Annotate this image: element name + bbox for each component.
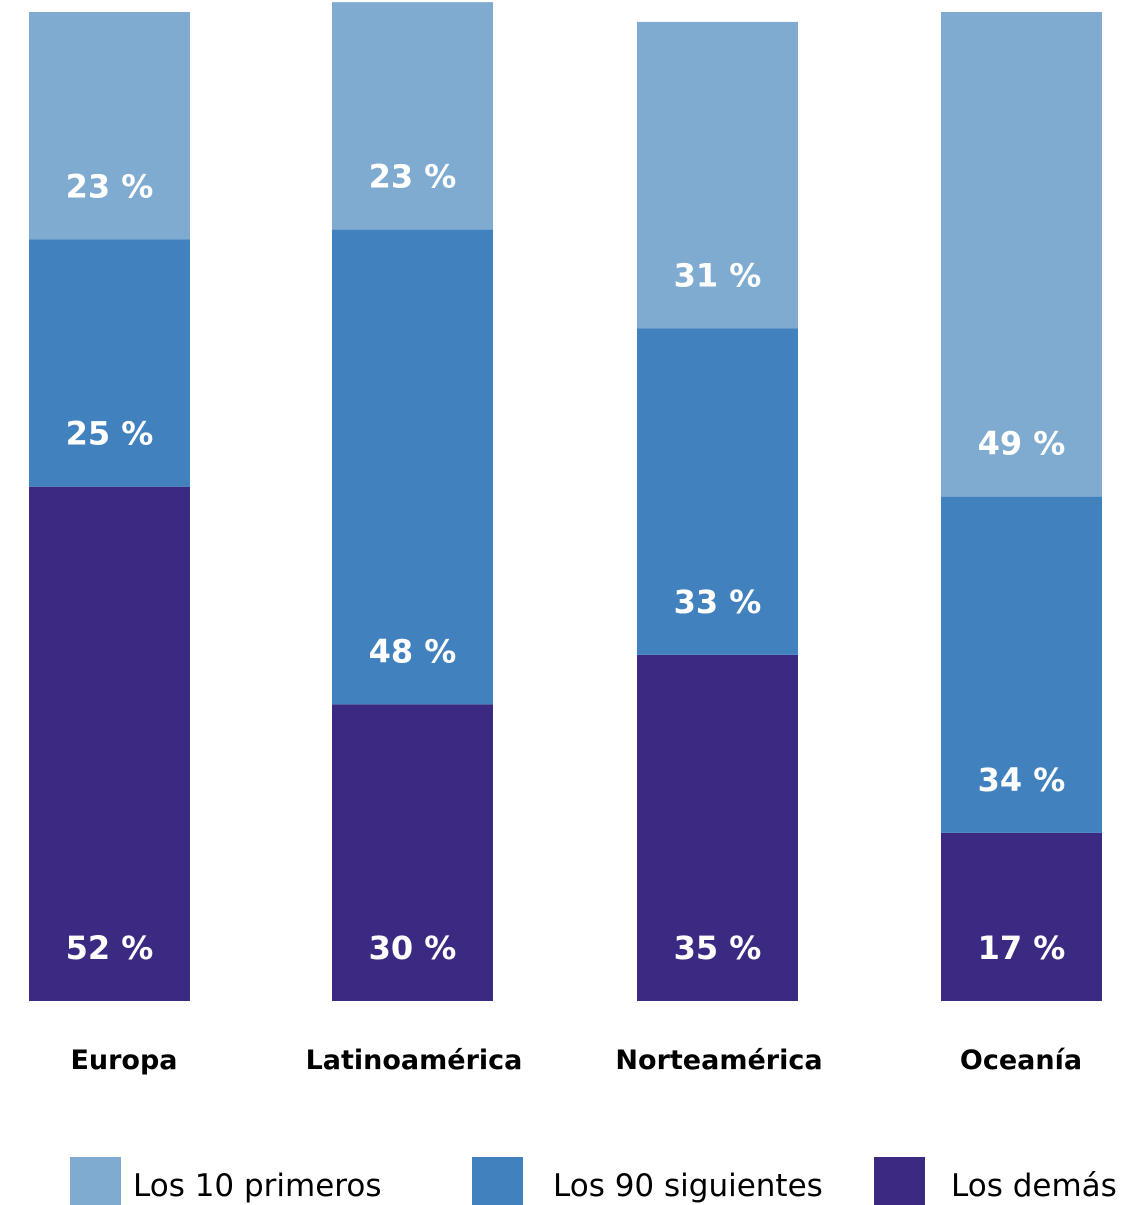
data-label-norteamerica-los-10-primeros: 31 % <box>674 256 762 294</box>
bar-norteamerica-los-90-siguientes <box>637 328 798 655</box>
legend-swatch-los-90-siguientes <box>472 1157 523 1205</box>
legend-label-los-10-primeros: Los 10 primeros <box>133 1168 381 1204</box>
legend-label-los-90-siguientes: Los 90 siguientes <box>553 1168 823 1204</box>
data-label-europa-los-10-primeros: 23 % <box>66 167 154 205</box>
bar-oceania-los-10-primeros <box>941 12 1102 497</box>
bar-latinoamerica-los-10-primeros <box>332 2 493 230</box>
data-label-latinoamerica-los-10-primeros: 23 % <box>369 158 457 196</box>
legend-swatch-los-demas <box>874 1157 925 1205</box>
data-label-norteamerica-los-90-siguientes: 33 % <box>674 583 762 621</box>
bar-europa-los-10-primeros <box>29 12 190 240</box>
data-label-europa-los-90-siguientes: 25 % <box>66 415 154 453</box>
category-label-norteamerica: Norteamérica <box>615 1045 822 1076</box>
bar-europa-los-90-siguientes <box>29 239 190 487</box>
category-label-latinoamerica: Latinoamérica <box>306 1045 523 1076</box>
legend-label-los-demas: Los demás <box>951 1168 1117 1204</box>
category-label-oceania: Oceanía <box>960 1045 1082 1076</box>
bar-oceania-los-demas <box>941 832 1102 1001</box>
bar-europa-los-demas <box>29 486 190 1002</box>
data-label-europa-los-demas: 52 % <box>66 929 154 967</box>
bar-norteamerica-los-10-primeros <box>637 21 798 329</box>
data-label-latinoamerica-los-90-siguientes: 48 % <box>369 632 457 670</box>
bar-latinoamerica-los-demas <box>332 704 493 1001</box>
data-label-oceania-los-demas: 17 % <box>978 929 1066 967</box>
data-label-latinoamerica-los-demas: 30 % <box>369 929 457 967</box>
bar-latinoamerica-los-90-siguientes <box>332 229 493 705</box>
data-label-oceania-los-90-siguientes: 34 % <box>978 761 1066 799</box>
category-label-europa: Europa <box>70 1045 177 1076</box>
bar-oceania-los-90-siguientes <box>941 496 1102 833</box>
data-label-norteamerica-los-demas: 35 % <box>674 929 762 967</box>
bar-norteamerica-los-demas <box>637 654 798 1001</box>
legend-swatch-los-10-primeros <box>70 1157 121 1205</box>
data-label-oceania-los-10-primeros: 49 % <box>978 425 1066 463</box>
